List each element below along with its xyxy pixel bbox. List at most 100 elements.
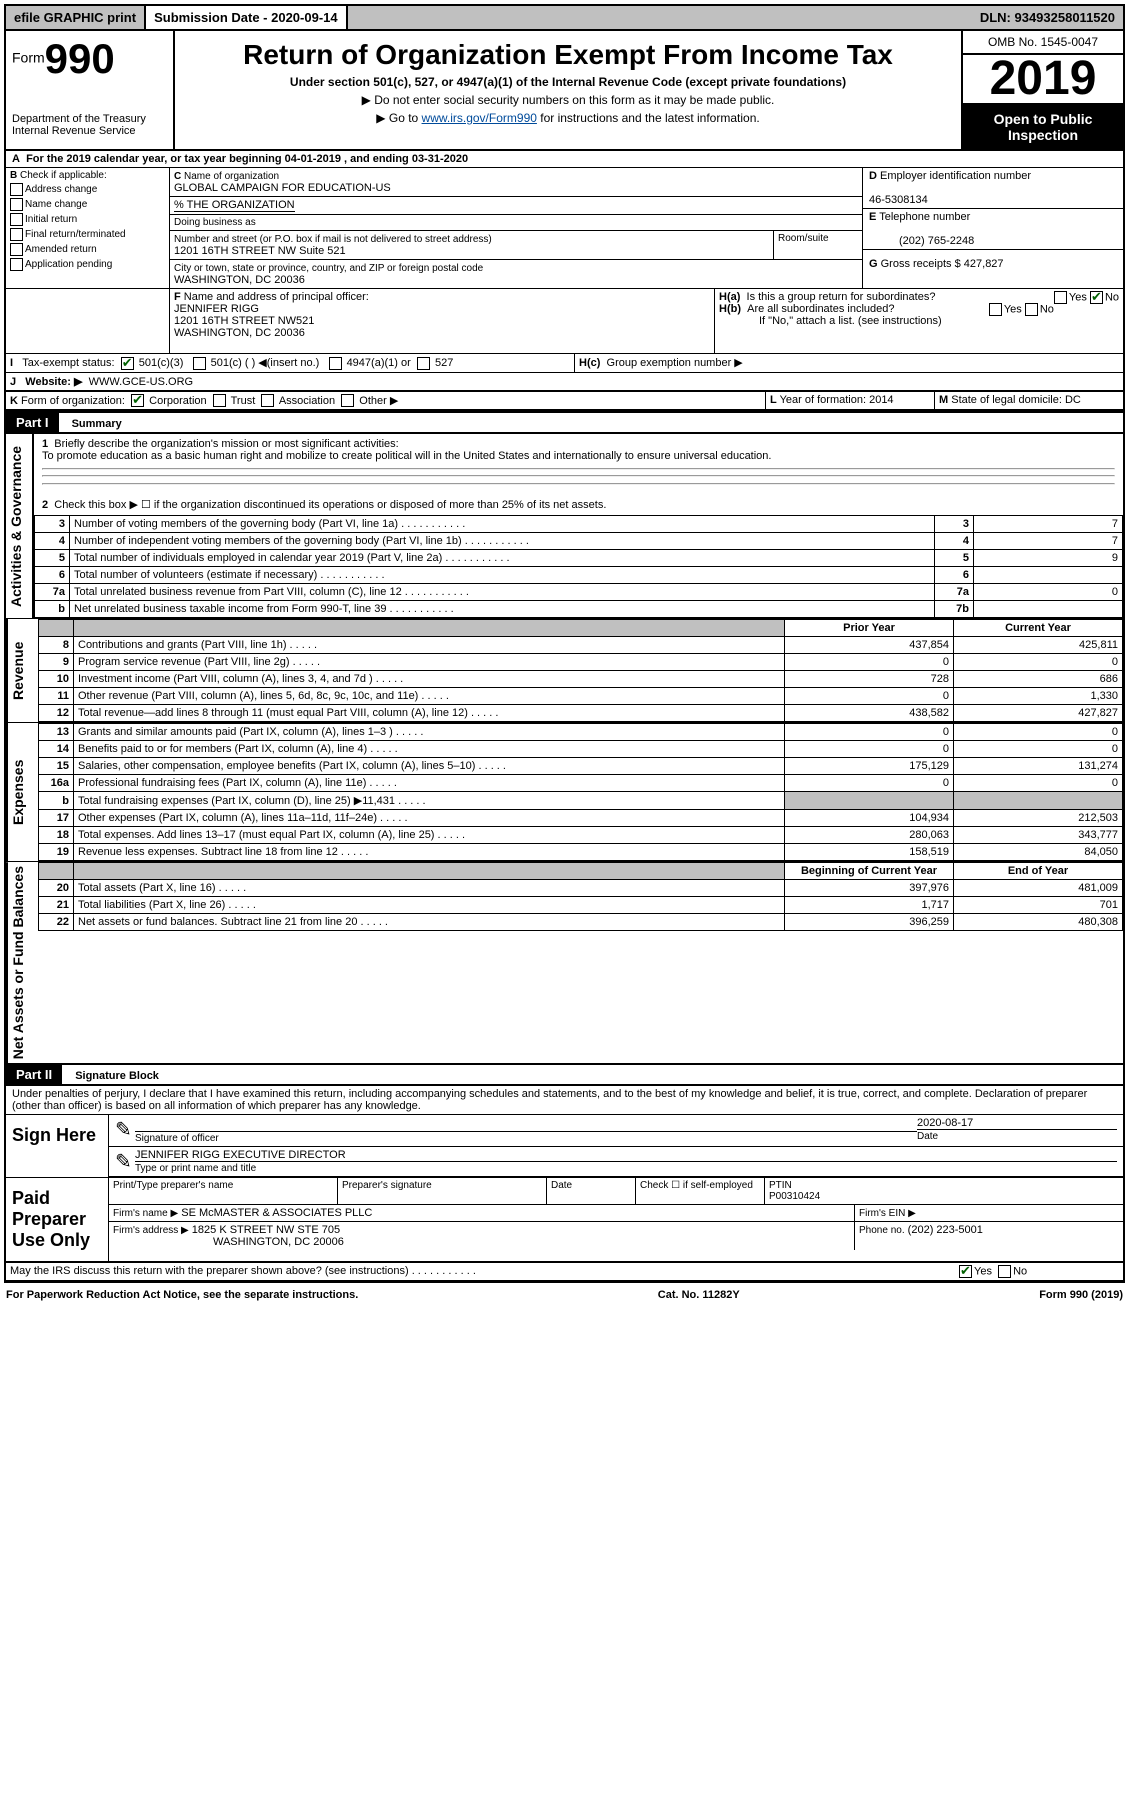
table-row: 11Other revenue (Part VIII, column (A), … [39,688,1123,705]
form-title: Return of Organization Exempt From Incom… [181,39,955,71]
form-container: efile GRAPHIC print Submission Date - 20… [4,4,1125,1283]
dba-label: Doing business as [170,215,862,231]
table-row: 8Contributions and grants (Part VIII, li… [39,637,1123,654]
ptin-value: P00310424 [769,1191,820,1202]
discuss-text: May the IRS discuss this return with the… [10,1265,409,1277]
footer-form: Form 990 (2019) [1039,1289,1123,1301]
j-label: Website: ▶ [25,376,82,388]
officer-addr2: WASHINGTON, DC 20036 [174,327,305,339]
firm-addr1: 1825 K STREET NW STE 705 [192,1224,340,1236]
revenue-table: Prior YearCurrent Year 8Contributions an… [38,619,1123,722]
opt-address: Address change [25,184,97,195]
col-end: End of Year [954,863,1123,880]
firm-name-label: Firm's name ▶ [113,1208,178,1219]
cb-discuss-yes[interactable] [959,1265,972,1278]
form-header: Form990 Department of the Treasury Inter… [6,31,1123,151]
header-right: OMB No. 1545-0047 2019 Open to Public In… [963,31,1123,149]
table-row: 14Benefits paid to or for members (Part … [39,741,1123,758]
cb-hb-yes[interactable] [989,303,1002,316]
firm-addr2: WASHINGTON, DC 20006 [113,1236,344,1248]
netassets-block: Net Assets or Fund Balances Beginning of… [6,861,1123,1063]
cb-501c[interactable] [193,357,206,370]
k-label: Form of organization: [21,395,125,407]
tax-year: 2019 [963,55,1123,105]
sub3-pre: ▶ Go to [376,111,421,125]
q1-text: Briefly describe the organization's miss… [54,438,398,450]
part2-subtitle: Signature Block [65,1070,159,1082]
dln-cell: DLN: 93493258011520 [972,6,1123,29]
table-row: 5Total number of individuals employed in… [35,550,1123,567]
vlabel-governance: Activities & Governance [6,434,32,618]
vlabel-revenue: Revenue [6,619,38,722]
cb-amended[interactable] [10,243,23,256]
b-label: Check if applicable: [20,170,107,181]
header-left: Form990 Department of the Treasury Inter… [6,31,175,149]
efile-cell: efile GRAPHIC print [6,6,146,29]
city-value: WASHINGTON, DC 20036 [174,274,305,286]
footer: For Paperwork Reduction Act Notice, see … [0,1287,1129,1303]
top-bar: efile GRAPHIC print Submission Date - 20… [6,6,1123,31]
sub3-post: for instructions and the latest informat… [537,111,760,125]
cb-initial[interactable] [10,213,23,226]
officer-addr1: 1201 16TH STREET NW521 [174,315,314,327]
ptin-label: PTIN [769,1180,792,1191]
section-a-text: For the 2019 calendar year, or tax year … [26,153,468,165]
table-row: 9Program service revenue (Part VIII, lin… [39,654,1123,671]
cb-hb-no[interactable] [1025,303,1038,316]
q2-text: Check this box ▶ ☐ if the organization d… [54,499,606,511]
table-row: bNet unrelated business taxable income f… [35,601,1123,618]
cb-final[interactable] [10,228,23,241]
footer-pra: For Paperwork Reduction Act Notice, see … [6,1289,358,1301]
i-527: 527 [435,357,453,369]
cb-501c3[interactable] [121,357,134,370]
cb-corp[interactable] [131,394,144,407]
ha-text: Is this a group return for subordinates? [747,291,936,303]
cb-527[interactable] [417,357,430,370]
g-label: Gross receipts $ [881,258,961,270]
cb-assoc[interactable] [261,394,274,407]
cb-other[interactable] [341,394,354,407]
table-row: 12Total revenue—add lines 8 through 11 (… [39,705,1123,722]
declaration-text: Under penalties of perjury, I declare th… [6,1086,1123,1114]
footer-cat: Cat. No. 11282Y [658,1289,740,1301]
part1-body: Activities & Governance 1 Briefly descri… [6,434,1123,618]
org-name: GLOBAL CAMPAIGN FOR EDUCATION-US [174,182,391,194]
sign-here-label: Sign Here [6,1115,109,1177]
submission-date-cell: Submission Date - 2020-09-14 [146,6,348,29]
cb-4947[interactable] [329,357,342,370]
irs-link[interactable]: www.irs.gov/Form990 [422,111,537,125]
part2-title: Part II [6,1065,62,1084]
netassets-table: Beginning of Current YearEnd of Year 20T… [38,862,1123,931]
cb-address-change[interactable] [10,183,23,196]
subtitle-2: ▶ Do not enter social security numbers o… [181,93,955,107]
form-label: Form [12,50,45,66]
form-number: Form990 [12,35,167,83]
cb-trust[interactable] [213,394,226,407]
opt-amended: Amended return [25,244,97,255]
table-row: 20Total assets (Part X, line 16) . . . .… [39,880,1123,897]
table-row: 21Total liabilities (Part X, line 26) . … [39,897,1123,914]
hc-text: Group exemption number ▶ [607,357,743,369]
firm-ein-label: Firm's EIN ▶ [859,1208,916,1219]
efile-text: efile GRAPHIC print [14,10,136,25]
ein-value: 46-5308134 [869,194,928,206]
subdate-label: Submission Date - [154,10,271,25]
cb-pending[interactable] [10,258,23,271]
section-b: B Check if applicable: Address change Na… [6,168,170,288]
cb-name-change[interactable] [10,198,23,211]
firm-name-value: SE McMASTER & ASSOCIATES PLLC [181,1207,372,1219]
expenses-table: 13Grants and similar amounts paid (Part … [38,723,1123,861]
subtitle-3: ▶ Go to www.irs.gov/Form990 for instruct… [181,111,955,125]
paid-preparer-block: Paid Preparer Use Only Print/Type prepar… [6,1177,1123,1263]
type-name-label: Type or print name and title [135,1163,256,1174]
cb-ha-no[interactable] [1090,291,1103,304]
cb-ha-yes[interactable] [1054,291,1067,304]
table-row: 16aProfessional fundraising fees (Part I… [39,775,1123,792]
cb-discuss-no[interactable] [998,1265,1011,1278]
mission-text: To promote education as a basic human ri… [42,450,771,462]
subdate-value: 2020-09-14 [271,10,338,25]
section-j: J Website: ▶ WWW.GCE-US.ORG [6,373,1123,392]
irs-text: Internal Revenue Service [12,125,167,137]
i-4947: 4947(a)(1) or [347,357,411,369]
city-label: City or town, state or province, country… [174,263,483,274]
